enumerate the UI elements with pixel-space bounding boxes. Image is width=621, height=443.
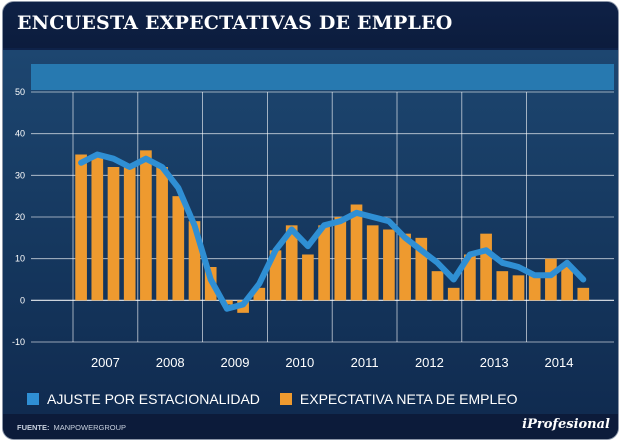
bar-expectativa: [366, 225, 379, 301]
bar-expectativa: [528, 275, 541, 301]
x-year-label: 2009: [221, 355, 250, 370]
legend-line-swatch: [27, 393, 39, 405]
title-bar: ENCUESTA EXPECTATIVAS DE EMPLEO: [3, 2, 618, 48]
x-year-label: 2013: [480, 355, 509, 370]
bar-expectativa: [269, 250, 282, 301]
legend: AJUSTE POR ESTACIONALIDAD EXPECTATIVA NE…: [27, 389, 537, 409]
line-ajuste-estacionalidad: [78, 151, 587, 312]
x-year-label: 2014: [545, 355, 574, 370]
x-year-label: 2012: [415, 355, 444, 370]
legend-bar-label: EXPECTATIVA NETA DE EMPLEO: [299, 391, 518, 407]
chart-panel: [3, 50, 618, 414]
bar-expectativa: [302, 254, 314, 301]
x-year-label: 2007: [91, 355, 120, 370]
chart-title: ENCUESTA EXPECTATIVAS DE EMPLEO: [17, 12, 453, 34]
bar-expectativa: [496, 271, 509, 301]
bar-expectativa: [318, 225, 330, 301]
bar-expectativa: [123, 167, 136, 301]
bar-expectativa: [221, 300, 233, 305]
bar-expectativa: [447, 287, 460, 301]
y-tick-label: 50: [15, 87, 25, 97]
bar-expectativa: [512, 275, 525, 301]
y-tick-label: 30: [15, 170, 25, 180]
brand-logo: iProfesional: [522, 417, 610, 432]
x-year-label: 2010: [285, 355, 314, 370]
bar-expectativa: [431, 271, 444, 301]
bar-expectativa: [285, 225, 298, 301]
bar-expectativa: [156, 167, 168, 301]
bar-expectativa: [350, 204, 363, 301]
bar-expectativa: [188, 221, 201, 301]
bar-expectativa: [334, 217, 347, 301]
bar-expectativa: [253, 287, 266, 301]
bar-expectativa: [464, 254, 476, 301]
bar-expectativa: [561, 267, 573, 301]
legend-line-label: AJUSTE POR ESTACIONALIDAD: [47, 391, 260, 407]
bar-expectativa: [577, 287, 590, 301]
source-note: FUENTE: MANPOWERGROUP: [17, 423, 126, 432]
bar-expectativa: [172, 196, 185, 301]
legend-item-bar: EXPECTATIVA NETA DE EMPLEO: [279, 391, 518, 407]
footer: FUENTE: MANPOWERGROUP iProfesional: [3, 414, 618, 439]
legend-bar-swatch: [279, 393, 292, 405]
source-value: MANPOWERGROUP: [53, 423, 127, 432]
source-label: FUENTE:: [17, 423, 50, 432]
bar-expectativa: [480, 233, 492, 301]
bar-expectativa: [75, 154, 87, 301]
x-year-label: 2008: [156, 355, 185, 370]
bar-expectativa: [107, 167, 120, 301]
y-tick-label: 20: [15, 212, 25, 222]
y-tick-label: 0: [20, 295, 25, 305]
chart-top-band: [31, 64, 614, 90]
x-year-label: 2011: [351, 355, 379, 370]
bar-expectativa: [545, 258, 557, 301]
bar-expectativa: [383, 229, 395, 301]
bar-expectativa: [399, 233, 411, 301]
bar-expectativa: [415, 237, 428, 301]
bar-expectativa: [140, 150, 152, 301]
y-tick-label: 10: [15, 254, 25, 264]
legend-item-line: AJUSTE POR ESTACIONALIDAD: [27, 391, 260, 407]
y-tick-label: 40: [15, 129, 25, 139]
y-tick-label: -10: [12, 337, 25, 347]
bar-expectativa: [91, 154, 104, 301]
